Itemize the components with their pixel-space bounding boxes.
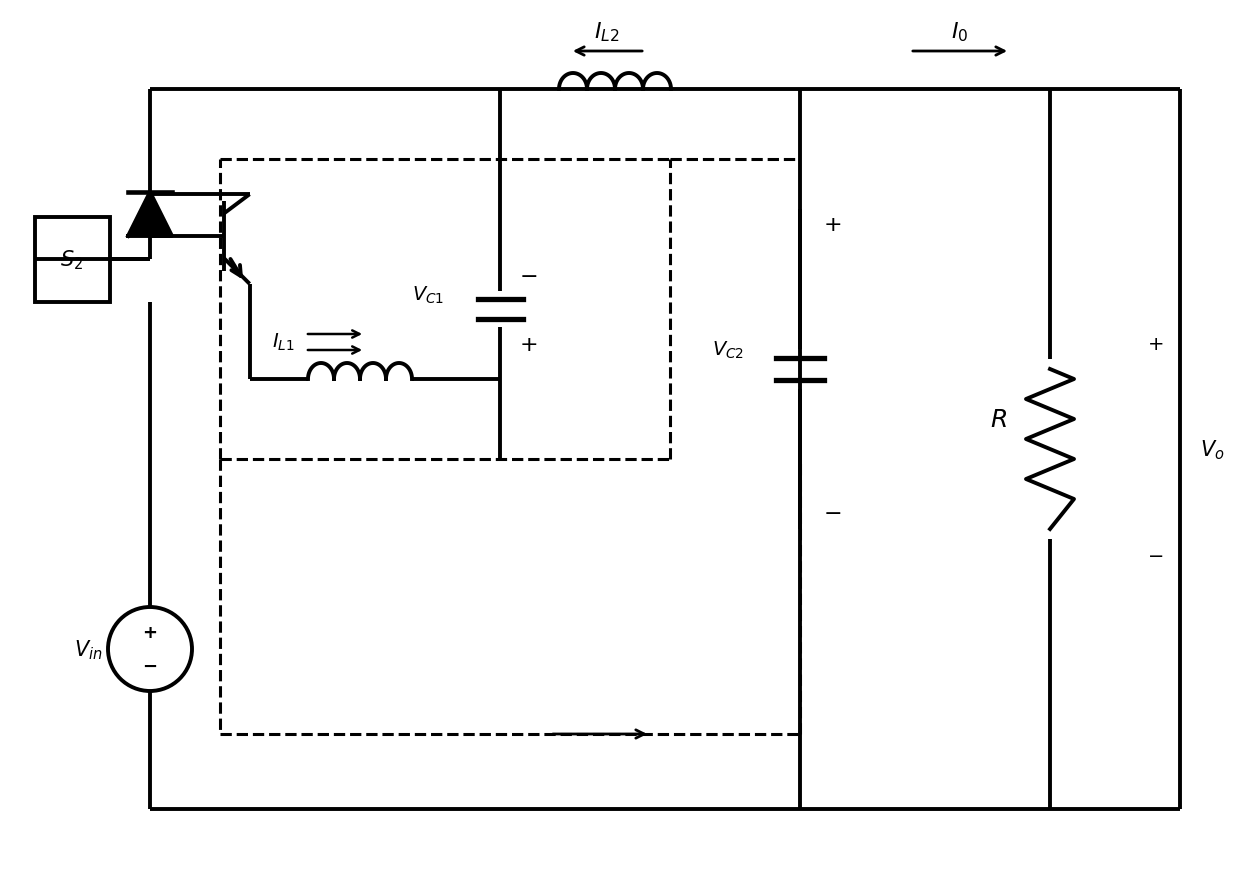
Text: $V_{C2}$: $V_{C2}$: [712, 339, 744, 361]
Polygon shape: [128, 193, 172, 236]
Text: $R$: $R$: [990, 408, 1007, 432]
Text: +: +: [143, 623, 157, 641]
Text: $V_{in}$: $V_{in}$: [73, 638, 103, 661]
Text: $V_{C1}$: $V_{C1}$: [412, 284, 444, 305]
Text: $+$: $+$: [518, 335, 537, 355]
Text: $+$: $+$: [823, 215, 841, 235]
Text: −: −: [143, 657, 157, 675]
Text: $-$: $-$: [823, 501, 841, 521]
Text: $S_2$: $S_2$: [61, 248, 83, 271]
Text: $V_o$: $V_o$: [1200, 438, 1225, 461]
Text: $I_{L2}$: $I_{L2}$: [594, 20, 620, 43]
FancyBboxPatch shape: [35, 217, 109, 302]
Text: $I_{L1}$: $I_{L1}$: [273, 331, 295, 352]
Text: $+$: $+$: [1147, 335, 1163, 354]
Text: $I_0$: $I_0$: [951, 20, 968, 43]
Text: $-$: $-$: [518, 265, 537, 285]
Text: $-$: $-$: [1147, 545, 1163, 564]
